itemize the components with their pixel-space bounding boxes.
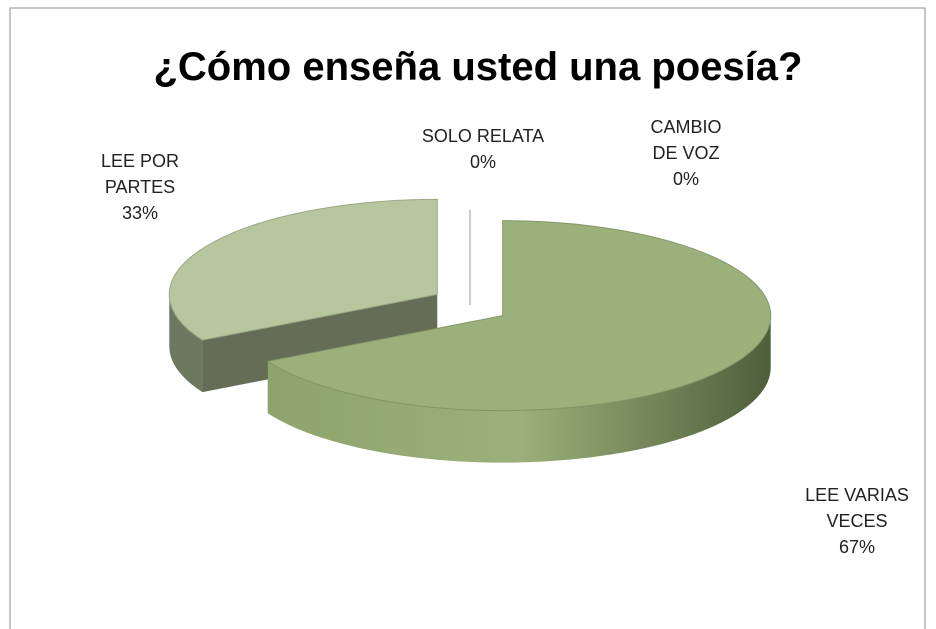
pie-slice	[266, 220, 772, 412]
chart-frame	[9, 7, 926, 629]
category-label: LEE VARIAS VECES	[805, 485, 909, 531]
category-label: LEE POR PARTES	[100, 151, 180, 197]
value-label: 0%	[469, 152, 496, 172]
data-label: CAMBIO DE VOZ 0%	[641, 114, 731, 192]
category-label: SOLO RELATA	[421, 126, 545, 146]
pie-slice	[168, 198, 438, 341]
value-label: 33%	[121, 203, 159, 223]
slice-wall	[267, 315, 771, 463]
category-label: CAMBIO DE VOZ	[650, 117, 722, 163]
value-label: 0%	[672, 169, 699, 189]
data-label: LEE POR PARTES 33%	[90, 148, 190, 226]
chart-title: ¿Cómo enseña usted una poesía?	[153, 45, 802, 89]
value-label: 67%	[838, 537, 876, 557]
slice-side	[202, 294, 438, 393]
data-label: LEE VARIAS VECES 67%	[792, 482, 922, 560]
data-label: SOLO RELATA 0%	[403, 123, 563, 175]
